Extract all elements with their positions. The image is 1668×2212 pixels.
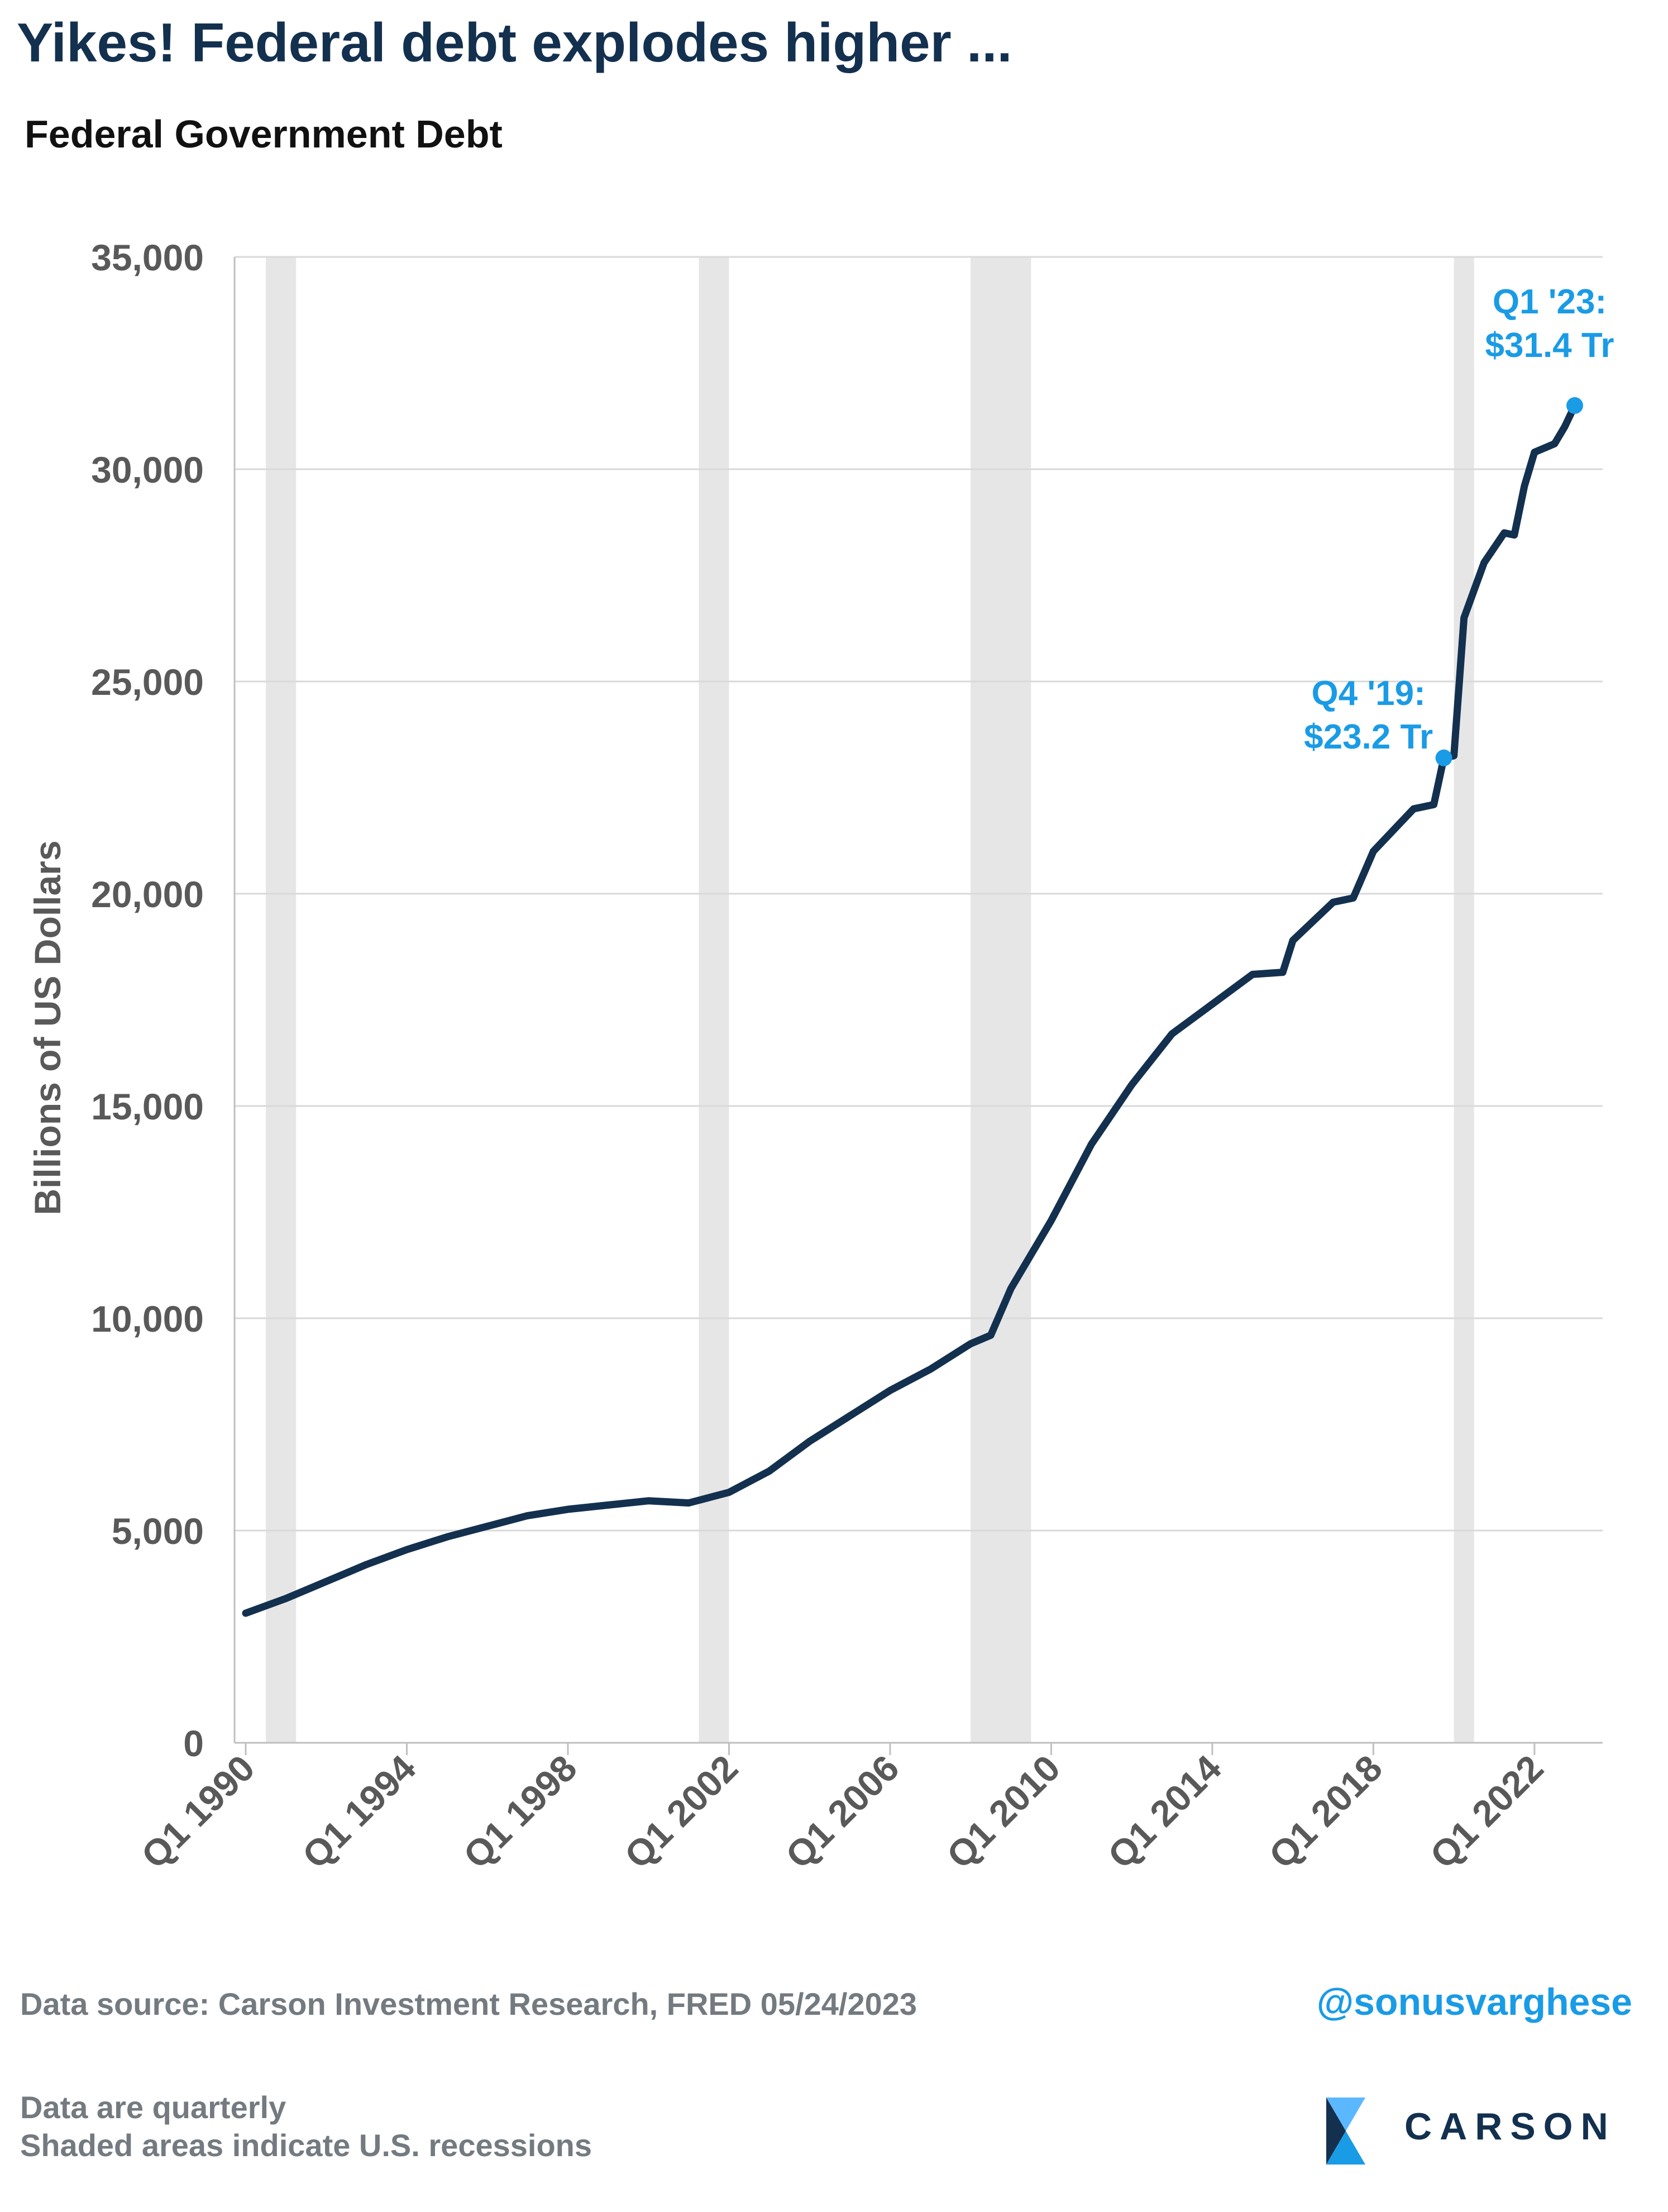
chart-title: Yikes! Federal debt explodes higher ...: [17, 12, 1012, 73]
y-tick-label: 20,000: [91, 874, 204, 915]
recession-band-2: [971, 257, 1031, 1743]
recession-band-0: [266, 257, 297, 1743]
x-tick-label: Q1 2014: [1100, 1747, 1229, 1876]
x-tick-label: Q1 2006: [777, 1747, 906, 1876]
annotation-label: Q1 '23:: [1493, 283, 1607, 321]
y-tick-label: 30,000: [91, 449, 204, 490]
recession-shading: [266, 257, 1474, 1743]
carson-mark-icon: [1326, 2097, 1365, 2165]
recession-band-1: [699, 257, 729, 1743]
x-tick-label: Q1 2018: [1261, 1747, 1390, 1876]
annotations: Q4 '19: $23.2 Tr Q1 '23: $31.4 Tr: [1304, 283, 1614, 766]
y-tick-label: 35,000: [91, 237, 204, 278]
x-tick-label: Q1 1994: [294, 1747, 424, 1876]
debt-series-line: [242, 402, 1579, 1617]
frequency-note: Data are quarterly: [20, 2090, 286, 2125]
recession-note: Shaded areas indicate U.S. recessions: [20, 2128, 592, 2163]
annotation-marker-0: [1435, 749, 1452, 766]
y-tick-label: 0: [183, 1723, 204, 1764]
x-tick-label: Q1 2010: [939, 1747, 1068, 1876]
x-tick-label: Q1 1990: [133, 1747, 262, 1876]
x-tick-label: Q1 2002: [616, 1747, 745, 1876]
y-axis-title: Billions of US Dollars: [27, 840, 68, 1215]
annotation-label: Q4 '19:: [1311, 674, 1425, 713]
gridlines: [235, 256, 1603, 1532]
annotation-value: $31.4 Tr: [1485, 326, 1614, 365]
carson-wordmark: CARSON: [1404, 2105, 1616, 2148]
chart-subtitle: Federal Government Debt: [25, 112, 503, 156]
data-source-note: Data source: Carson Investment Research,…: [20, 1986, 917, 2022]
y-tick-label: 25,000: [91, 661, 204, 703]
debt-line-chart: 0 5,000 10,000 15,000 20,000 25,000 30,000 35,0…: [27, 237, 1614, 1876]
x-tick-label: Q1 2022: [1422, 1747, 1551, 1876]
y-tick-label: 15,000: [91, 1086, 204, 1127]
annotation-marker-1: [1566, 397, 1583, 414]
y-tick-label: 10,000: [91, 1298, 204, 1339]
series-layer: [242, 402, 1579, 1617]
recession-band-3: [1454, 257, 1474, 1743]
axes: 0 5,000 10,000 15,000 20,000 25,000 30,000 35,0…: [27, 237, 1603, 1876]
x-tick-label: Q1 1998: [455, 1747, 584, 1876]
annotation-value: $23.2 Tr: [1304, 718, 1433, 756]
carson-logo: CARSON: [1321, 2089, 1633, 2173]
y-tick-label: 5,000: [112, 1510, 204, 1552]
author-handle: @sonusvarghese: [1316, 1981, 1632, 2023]
